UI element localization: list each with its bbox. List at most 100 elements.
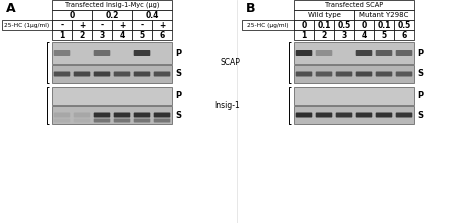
FancyBboxPatch shape: [356, 72, 372, 76]
Bar: [52, 65, 172, 83]
Text: P: P: [175, 48, 181, 58]
FancyBboxPatch shape: [316, 50, 332, 56]
Bar: [92, 30, 112, 40]
FancyBboxPatch shape: [296, 50, 312, 56]
Text: Transfected Insig-1-Myc (μg): Transfected Insig-1-Myc (μg): [65, 2, 159, 8]
Bar: [52, 30, 72, 40]
Bar: [132, 20, 152, 30]
Text: Transfected SCAP: Transfected SCAP: [325, 2, 383, 8]
Bar: [72, 20, 92, 30]
Text: S: S: [175, 111, 181, 120]
FancyBboxPatch shape: [376, 50, 392, 56]
Bar: [2, 20, 52, 30]
Text: 2: 2: [79, 31, 85, 39]
Text: +: +: [119, 21, 125, 29]
Bar: [294, 20, 314, 30]
Bar: [394, 30, 414, 40]
Bar: [132, 30, 152, 40]
Bar: [294, 10, 354, 20]
Text: 0.2: 0.2: [105, 10, 118, 19]
Text: P: P: [417, 91, 423, 101]
FancyBboxPatch shape: [376, 72, 392, 76]
FancyBboxPatch shape: [134, 50, 150, 56]
FancyBboxPatch shape: [134, 112, 150, 118]
Text: 2: 2: [321, 31, 327, 39]
Text: P: P: [175, 91, 181, 101]
FancyBboxPatch shape: [54, 72, 70, 76]
FancyBboxPatch shape: [73, 112, 91, 118]
Bar: [334, 20, 354, 30]
FancyBboxPatch shape: [73, 118, 91, 122]
Text: -: -: [140, 21, 144, 29]
FancyBboxPatch shape: [154, 118, 170, 122]
FancyBboxPatch shape: [134, 72, 150, 76]
Bar: [354, 20, 374, 30]
FancyBboxPatch shape: [114, 118, 130, 122]
Bar: [374, 30, 394, 40]
FancyBboxPatch shape: [356, 112, 372, 118]
Text: 4: 4: [361, 31, 366, 39]
Text: S: S: [417, 70, 423, 78]
Bar: [52, 10, 92, 20]
FancyBboxPatch shape: [114, 72, 130, 76]
FancyBboxPatch shape: [54, 118, 70, 122]
Text: 6: 6: [159, 31, 164, 39]
Bar: [294, 30, 314, 40]
Text: 0.4: 0.4: [146, 10, 159, 19]
Bar: [112, 20, 132, 30]
Text: 4: 4: [119, 31, 125, 39]
FancyBboxPatch shape: [94, 72, 110, 76]
Bar: [72, 30, 92, 40]
Text: Insig-1: Insig-1: [214, 101, 240, 110]
Bar: [314, 20, 334, 30]
Bar: [374, 20, 394, 30]
Text: 1: 1: [59, 31, 64, 39]
FancyBboxPatch shape: [154, 72, 170, 76]
FancyBboxPatch shape: [94, 112, 110, 118]
FancyBboxPatch shape: [114, 112, 130, 118]
Text: +: +: [159, 21, 165, 29]
Text: 25-HC (1μg/ml): 25-HC (1μg/ml): [4, 23, 50, 27]
FancyBboxPatch shape: [396, 112, 412, 118]
Bar: [52, 0, 172, 10]
Text: 5: 5: [139, 31, 145, 39]
FancyBboxPatch shape: [336, 72, 352, 76]
Bar: [294, 106, 414, 124]
Bar: [354, 30, 374, 40]
FancyBboxPatch shape: [134, 118, 150, 122]
Text: 0.5: 0.5: [337, 21, 351, 29]
Text: 6: 6: [401, 31, 407, 39]
Text: +: +: [79, 21, 85, 29]
Text: 0.5: 0.5: [397, 21, 410, 29]
Bar: [294, 65, 414, 83]
Bar: [52, 20, 72, 30]
FancyBboxPatch shape: [73, 72, 91, 76]
FancyBboxPatch shape: [154, 112, 170, 118]
Text: B: B: [246, 2, 255, 15]
Text: 0: 0: [301, 21, 307, 29]
FancyBboxPatch shape: [54, 50, 70, 56]
Bar: [294, 42, 414, 64]
FancyBboxPatch shape: [396, 72, 412, 76]
Bar: [242, 20, 294, 30]
Text: Mutant Y298C: Mutant Y298C: [359, 12, 409, 18]
FancyBboxPatch shape: [94, 50, 110, 56]
Bar: [52, 87, 172, 105]
FancyBboxPatch shape: [316, 112, 332, 118]
Text: -: -: [100, 21, 103, 29]
Text: 25-HC (μg/ml): 25-HC (μg/ml): [247, 23, 289, 27]
Text: P: P: [417, 48, 423, 58]
Bar: [92, 10, 132, 20]
Bar: [294, 0, 414, 10]
Text: -: -: [61, 21, 64, 29]
Bar: [152, 30, 172, 40]
Text: 5: 5: [382, 31, 387, 39]
FancyBboxPatch shape: [296, 112, 312, 118]
Bar: [314, 30, 334, 40]
Text: 0.1: 0.1: [377, 21, 391, 29]
Bar: [112, 30, 132, 40]
Text: 0.1: 0.1: [317, 21, 331, 29]
Bar: [52, 106, 172, 124]
Text: 1: 1: [301, 31, 307, 39]
Bar: [152, 20, 172, 30]
